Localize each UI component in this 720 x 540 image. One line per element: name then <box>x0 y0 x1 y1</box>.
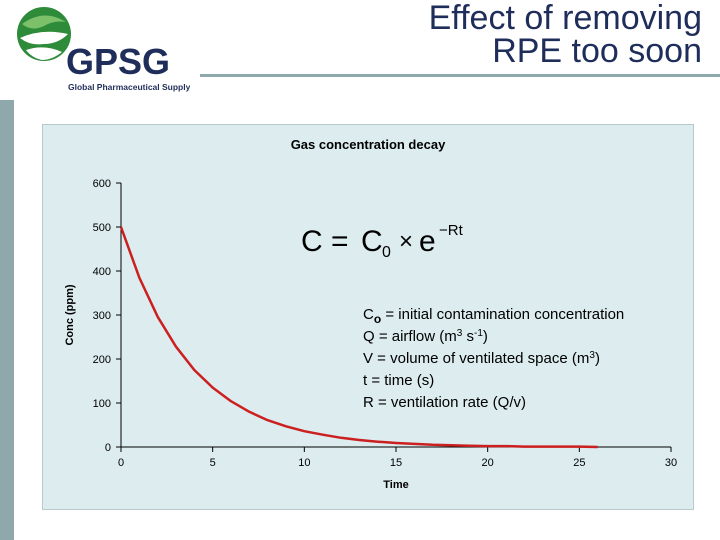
y-tick-label: 100 <box>93 398 111 410</box>
concentration-decay-chart: Gas concentration decay Conc (ppm) Time … <box>64 137 677 491</box>
x-tick-label: 20 <box>482 457 494 469</box>
y-axis-label: Conc (ppm) <box>64 284 76 345</box>
legend-line-c0: Co = initial contamination concentration <box>363 306 624 326</box>
chart-ticks: 0 100 200 300 400 500 600 0 5 10 15 20 25 30 <box>93 178 677 469</box>
x-axis-label: Time <box>383 479 408 491</box>
y-tick-label: 600 <box>93 178 111 190</box>
decay-curve-line <box>119 226 598 449</box>
x-tick-label: 25 <box>573 457 585 469</box>
decay-formula: C = C 0 × e −Rt <box>301 222 464 261</box>
legend-line-t: t = time (s) <box>363 372 434 389</box>
formula-exponent: −Rt <box>439 222 464 239</box>
slide-title: Effect of removing RPE too soon <box>428 0 702 70</box>
slide-title-line-1: Effect of removing <box>428 0 702 37</box>
y-tick-label: 200 <box>93 354 111 366</box>
x-tick-label: 0 <box>118 457 124 469</box>
x-tick-label: 10 <box>298 457 310 469</box>
header-divider-gap <box>190 77 204 100</box>
logo-wordmark: GPSG <box>66 41 170 82</box>
x-tick-label: 30 <box>665 457 677 469</box>
formula-times: × <box>399 228 413 255</box>
formula-c0: C <box>361 225 383 258</box>
header-divider <box>200 74 720 77</box>
legend-line-q: Q = airflow (m3 s-1) <box>363 328 488 345</box>
slide-title-line-2: RPE too soon <box>492 32 702 70</box>
variable-legend: Co = initial contamination concentration… <box>363 306 624 411</box>
slide-header <box>0 0 720 100</box>
logo-tagline: Global Pharmaceutical Supply Group <box>68 82 204 92</box>
legend-line-v: V = volume of ventilated space (m3) <box>363 350 600 367</box>
formula-e: e <box>419 225 436 258</box>
y-tick-label: 500 <box>93 222 111 234</box>
chart-frame: Gas concentration decay Conc (ppm) Time … <box>42 124 694 510</box>
x-tick-label: 5 <box>210 457 216 469</box>
y-tick-label: 0 <box>105 442 111 454</box>
chart-series <box>119 226 598 449</box>
formula-c: C <box>301 225 323 258</box>
chart-title: Gas concentration decay <box>291 137 446 152</box>
formula-equals: = <box>331 225 349 258</box>
y-tick-label: 400 <box>93 266 111 278</box>
legend-line-r: R = ventilation rate (Q/v) <box>363 394 526 411</box>
y-tick-label: 300 <box>93 310 111 322</box>
left-accent-bar <box>0 0 14 540</box>
formula-subscript: 0 <box>382 244 391 261</box>
globe-icon <box>17 7 71 61</box>
gpsg-logo: GPSG Global Pharmaceutical Supply Group <box>17 7 204 92</box>
x-tick-label: 15 <box>390 457 402 469</box>
